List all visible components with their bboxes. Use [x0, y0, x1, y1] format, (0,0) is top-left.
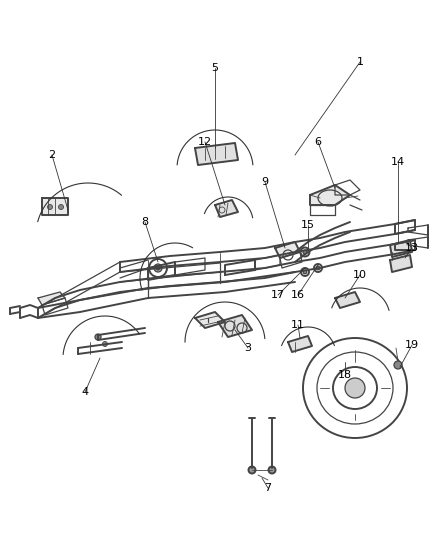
Text: 17: 17 — [271, 290, 285, 300]
Circle shape — [303, 270, 307, 274]
Circle shape — [95, 334, 101, 340]
Text: 2: 2 — [49, 150, 56, 160]
Circle shape — [47, 205, 53, 209]
Polygon shape — [390, 240, 412, 257]
Text: 13: 13 — [405, 243, 419, 253]
Polygon shape — [195, 312, 225, 328]
Polygon shape — [275, 242, 300, 258]
Polygon shape — [335, 292, 360, 308]
Text: 18: 18 — [338, 370, 352, 380]
Text: 7: 7 — [265, 483, 272, 493]
Polygon shape — [288, 336, 312, 352]
Text: 5: 5 — [212, 63, 219, 73]
Text: 19: 19 — [405, 340, 419, 350]
Text: 15: 15 — [301, 220, 315, 230]
Text: 12: 12 — [198, 137, 212, 147]
Circle shape — [316, 266, 320, 270]
Polygon shape — [38, 292, 65, 305]
Circle shape — [154, 264, 162, 272]
Text: 8: 8 — [141, 217, 148, 227]
Text: 14: 14 — [391, 157, 405, 167]
Text: 3: 3 — [244, 343, 251, 353]
Polygon shape — [390, 255, 412, 272]
Polygon shape — [215, 200, 238, 217]
Circle shape — [102, 342, 107, 346]
Polygon shape — [195, 143, 238, 165]
Circle shape — [303, 250, 307, 254]
Text: 10: 10 — [353, 270, 367, 280]
Ellipse shape — [345, 378, 365, 398]
Polygon shape — [310, 185, 350, 205]
Circle shape — [59, 205, 64, 209]
Circle shape — [394, 361, 402, 369]
Circle shape — [268, 466, 276, 473]
Text: 1: 1 — [357, 57, 364, 67]
Text: 16: 16 — [291, 290, 305, 300]
Text: 4: 4 — [81, 387, 88, 397]
Text: 9: 9 — [261, 177, 268, 187]
Polygon shape — [42, 198, 68, 215]
Text: 11: 11 — [291, 320, 305, 330]
Circle shape — [248, 466, 255, 473]
Text: 6: 6 — [314, 137, 321, 147]
Circle shape — [156, 266, 159, 270]
Polygon shape — [218, 315, 252, 337]
